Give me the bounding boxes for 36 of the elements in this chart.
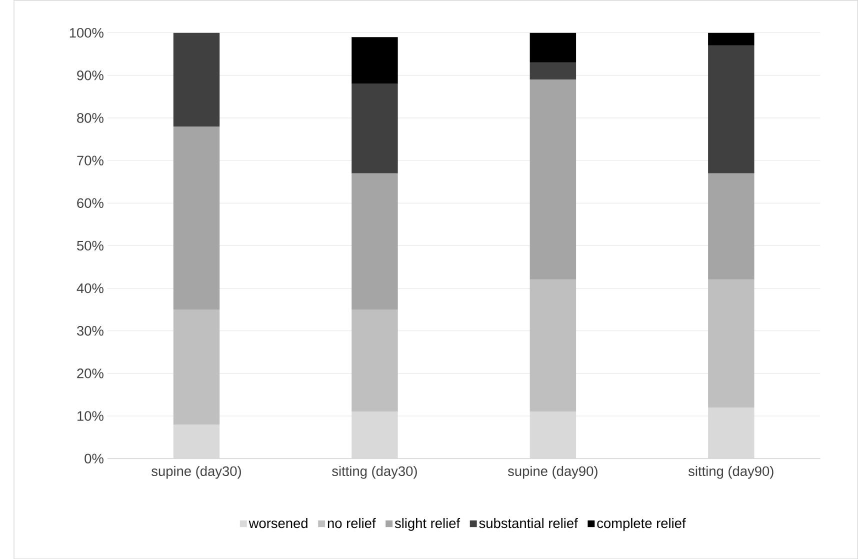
bar xyxy=(530,32,576,63)
y-tick-label: 50% xyxy=(77,240,104,250)
legend-label: complete relief xyxy=(597,518,686,531)
legend-label: slight relief xyxy=(394,518,460,531)
x-tick-label: sitting (day30) xyxy=(332,466,417,479)
bar xyxy=(173,309,220,424)
bar xyxy=(530,62,576,80)
x-tick-label: supine (day30) xyxy=(152,466,241,479)
legend-label: no relief xyxy=(328,518,376,528)
y-tick-label: 0% xyxy=(84,454,104,464)
x-tick-label: sitting (day90) xyxy=(688,466,774,479)
legend-label: substantial relief xyxy=(479,518,578,528)
bar xyxy=(352,36,398,84)
y-tick-label: 90% xyxy=(77,70,104,80)
bar xyxy=(173,32,220,126)
bar xyxy=(173,424,220,458)
bar xyxy=(173,126,220,310)
bar xyxy=(530,280,576,412)
y-tick-label: 30% xyxy=(77,326,104,336)
bar xyxy=(530,80,576,280)
y-tick-label: 70% xyxy=(77,156,104,166)
bar xyxy=(352,309,398,412)
bar xyxy=(708,280,754,408)
y-tick-label: 60% xyxy=(77,198,104,208)
bar xyxy=(708,173,754,280)
legend-label: worsened xyxy=(248,518,308,528)
y-tick-label: 100% xyxy=(70,28,104,38)
bar xyxy=(708,32,754,46)
bar xyxy=(352,173,398,310)
x-tick-label: supine (day90) xyxy=(508,466,598,479)
y-tick-label: 40% xyxy=(76,283,104,294)
y-tick-label: 20% xyxy=(77,368,104,378)
y-tick-label: 80% xyxy=(77,112,104,123)
bar xyxy=(352,84,398,174)
bar xyxy=(708,45,754,174)
y-tick-label: 10% xyxy=(78,411,104,421)
